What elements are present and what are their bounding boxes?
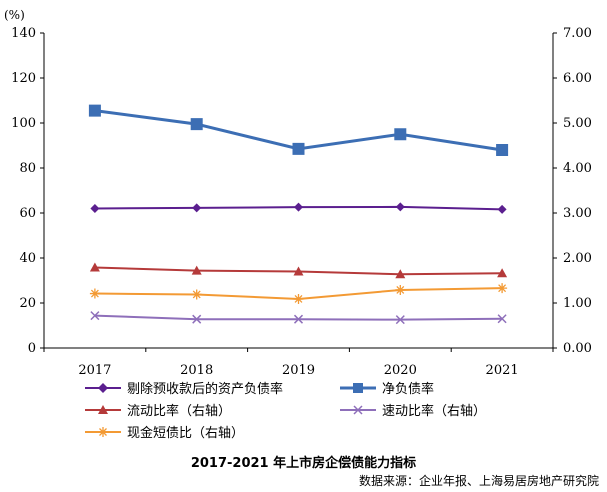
legend-label: 速动比率（右轴） xyxy=(382,404,487,419)
right-tick-label: 3.00 xyxy=(563,206,592,221)
data-point-square xyxy=(292,142,305,155)
legend-item-asset-liability-ratio: 剔除预收款后的资产负债率 xyxy=(85,378,283,397)
left-tick-label: 120 xyxy=(11,71,36,86)
data-point-diamond xyxy=(497,204,507,214)
data-point-x xyxy=(497,314,507,324)
legend-marker-triangle xyxy=(85,404,121,414)
right-tick-label: 4.00 xyxy=(563,161,592,176)
legend-marker-diamond xyxy=(85,382,121,393)
legend-label: 净负债率 xyxy=(382,382,435,397)
left-tick-label: 80 xyxy=(19,161,36,176)
data-point-square xyxy=(88,104,101,117)
series-group xyxy=(90,202,507,214)
right-tick-label: 2.00 xyxy=(563,251,592,266)
series-group xyxy=(89,283,508,304)
right-tick-label: 5.00 xyxy=(563,116,592,131)
data-point-triangle xyxy=(497,268,508,278)
data-point-star xyxy=(395,284,406,295)
legend-item-net-debt-ratio: 净负债率 xyxy=(340,378,434,397)
left-tick-label: 60 xyxy=(19,206,36,221)
chart-caption: 2017-2021 年上市房企偿债能力指标 xyxy=(190,456,417,471)
data-point-triangle xyxy=(395,269,406,279)
data-point-diamond xyxy=(294,202,303,212)
legend-label: 流动比率（右轴） xyxy=(127,404,232,419)
data-point-x xyxy=(395,315,405,325)
data-point-square xyxy=(394,128,407,141)
x-tick-label: 2019 xyxy=(282,363,315,378)
x-tick-label: 2017 xyxy=(78,363,111,378)
x-tick-label: 2018 xyxy=(180,363,213,378)
x-tick-label: 2020 xyxy=(384,363,417,378)
series-group xyxy=(90,311,507,325)
legend: 剔除预收款后的资产负债率 净负债率 流动比率（右轴） 速动比率（右轴） 现金短债… xyxy=(85,378,555,444)
left-tick-label: 100 xyxy=(11,116,36,131)
legend-marker-star xyxy=(85,426,121,437)
right-tick-label: 1.00 xyxy=(563,296,592,311)
right-tick-label: 7.00 xyxy=(563,26,592,41)
left-tick-label: 140 xyxy=(11,26,36,41)
legend-marker-square xyxy=(340,382,376,393)
legend-item-quick-ratio: 速动比率（右轴） xyxy=(340,400,486,419)
left-tick-label: 20 xyxy=(19,296,36,311)
series-group xyxy=(89,262,508,279)
data-point-diamond xyxy=(395,202,405,212)
data-point-diamond xyxy=(90,204,100,213)
data-point-square xyxy=(496,144,509,156)
legend-item-cash-short-debt-ratio: 现金短债比（右轴） xyxy=(85,422,244,441)
x-tick-label: 2021 xyxy=(486,363,519,378)
right-tick-label: 6.00 xyxy=(563,71,592,86)
legend-marker-x xyxy=(340,404,376,415)
legend-label: 现金短债比（右轴） xyxy=(127,426,245,441)
data-point-triangle xyxy=(293,266,304,276)
data-point-x xyxy=(90,311,100,321)
legend-label: 剔除预收款后的资产负债率 xyxy=(127,382,284,397)
series-group xyxy=(88,104,509,156)
data-point-star xyxy=(293,293,304,304)
data-point-star xyxy=(497,283,508,294)
data-point-star xyxy=(89,288,100,299)
data-point-star xyxy=(191,289,202,300)
data-point-x xyxy=(192,314,202,324)
left-tick-label: 0 xyxy=(28,341,36,356)
data-point-x xyxy=(293,314,304,324)
legend-item-current-ratio: 流动比率（右轴） xyxy=(85,400,231,419)
data-point-triangle xyxy=(191,265,202,275)
left-tick-label: 40 xyxy=(19,251,36,266)
data-point-square xyxy=(190,118,203,131)
right-tick-label: 0.00 xyxy=(563,341,592,356)
data-point-diamond xyxy=(192,203,202,213)
left-axis-unit: (%) xyxy=(4,8,25,22)
data-point-triangle xyxy=(89,262,100,272)
data-source: 数据来源：企业年报、上海易居房地产研究院 xyxy=(358,474,599,488)
